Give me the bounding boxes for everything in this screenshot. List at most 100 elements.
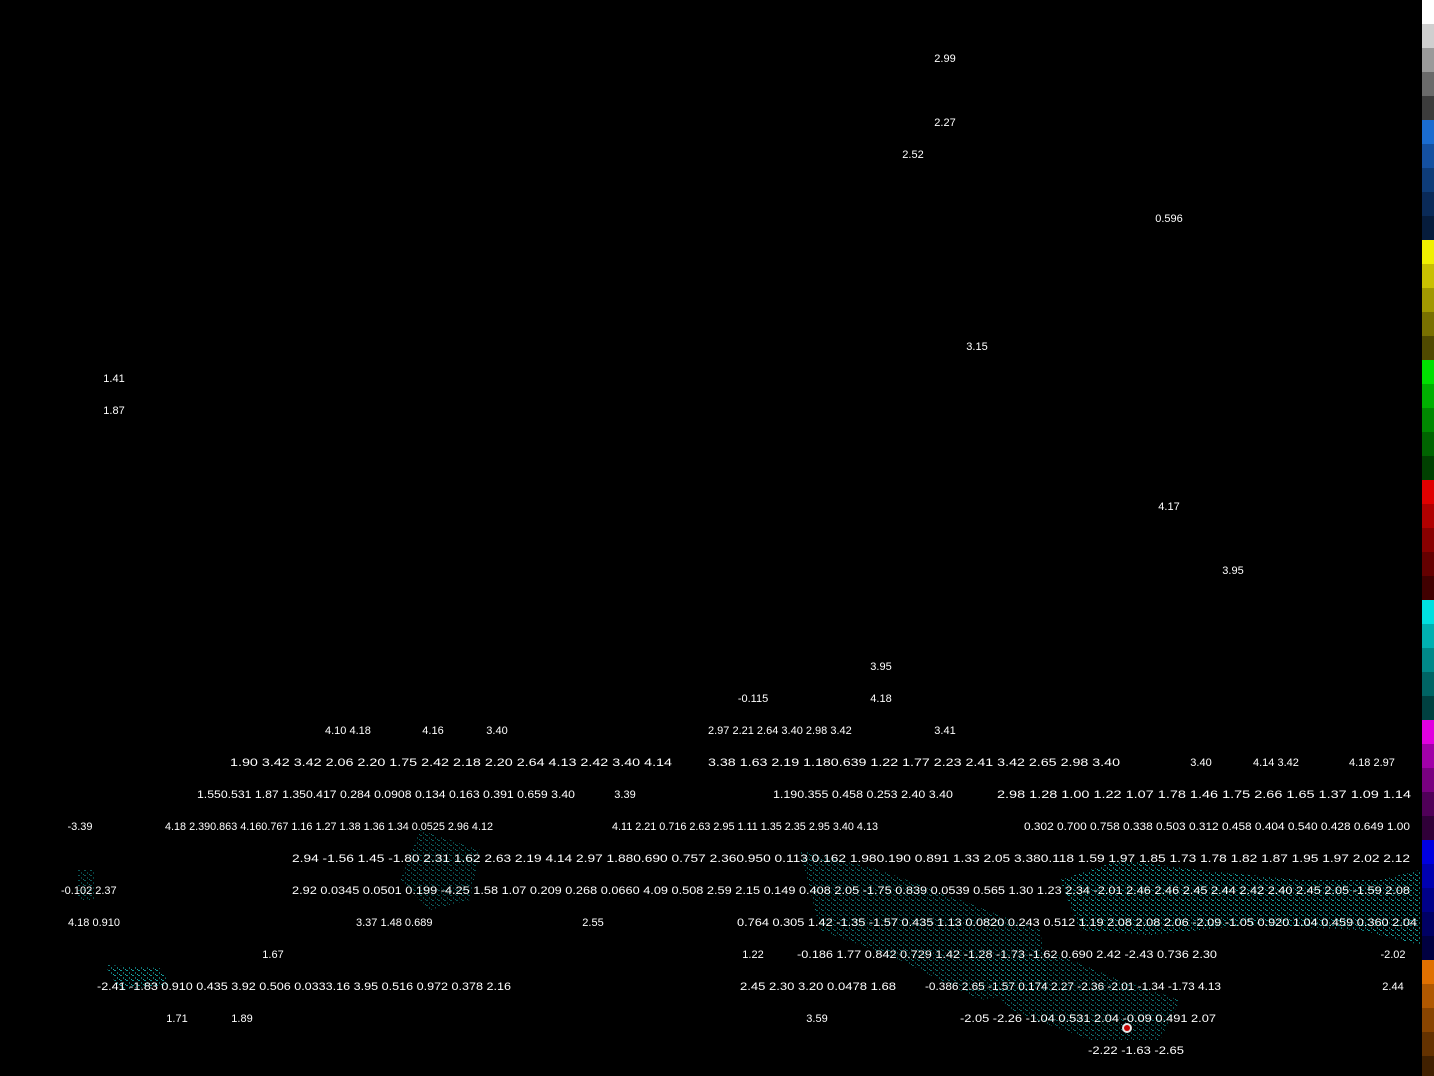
value-label: 0.596 <box>1155 213 1183 225</box>
scale-swatch <box>1422 1008 1434 1032</box>
scale-swatch <box>1422 48 1434 72</box>
value-label: 1.87 <box>103 405 124 417</box>
scale-swatch <box>1422 816 1434 840</box>
scale-swatch <box>1422 456 1434 480</box>
value-label: 2.99 <box>934 53 955 65</box>
scale-swatch <box>1422 480 1434 504</box>
value-label: 4.18 2.97 <box>1349 757 1395 769</box>
value-label: 4.18 0.910 <box>68 917 120 929</box>
scale-swatch <box>1422 1032 1434 1056</box>
value-label: 2.27 <box>934 117 955 129</box>
scale-swatch <box>1422 600 1434 624</box>
scale-swatch <box>1422 0 1434 24</box>
scale-swatch <box>1422 432 1434 456</box>
value-label: 1.67 <box>262 949 283 961</box>
scale-swatch <box>1422 408 1434 432</box>
scale-swatch <box>1422 864 1434 888</box>
scale-swatch <box>1422 240 1434 264</box>
value-label: -0.115 <box>738 693 768 705</box>
value-label: -3.39 <box>67 821 92 833</box>
scale-swatch <box>1422 696 1434 720</box>
value-label: 1.550.531 1.87 1.350.417 0.284 0.0908 0.… <box>197 789 575 801</box>
value-label: 3.40 <box>486 725 507 737</box>
radar-clutter <box>78 830 1420 1040</box>
scale-swatch <box>1422 504 1434 528</box>
value-label: 0.764 0.305 1.42 -1.35 -1.57 0.435 1.13 … <box>737 917 1417 929</box>
value-label: 4.18 2.390.863 4.160.767 1.16 1.27 1.38 … <box>165 821 493 833</box>
value-label: 3.41 <box>934 725 955 737</box>
value-label: 3.95 <box>870 661 891 673</box>
echo-area <box>970 955 1180 1040</box>
value-label: 2.55 <box>582 917 603 929</box>
scale-swatch <box>1422 912 1434 936</box>
value-label: 3.15 <box>966 341 987 353</box>
value-label: 2.45 2.30 3.20 0.0478 1.68 <box>740 981 896 993</box>
value-label: 3.38 1.63 2.19 1.180.639 1.22 1.77 2.23 … <box>708 757 1120 769</box>
value-label: 4.10 4.18 <box>325 725 371 737</box>
value-label: 1.90 3.42 3.42 2.06 2.20 1.75 2.42 2.18 … <box>230 757 672 769</box>
value-label: -0.102 2.37 <box>61 885 117 897</box>
value-label: -2.22 -1.63 -2.65 <box>1088 1045 1184 1057</box>
value-label: 4.11 2.21 0.716 2.63 2.95 1.11 1.35 2.35… <box>612 821 878 833</box>
scale-swatch <box>1422 672 1434 696</box>
value-label: 1.89 <box>231 1013 252 1025</box>
scale-swatch <box>1422 120 1434 144</box>
scale-swatch <box>1422 792 1434 816</box>
value-label: 1.41 <box>103 373 124 385</box>
scale-swatch <box>1422 768 1434 792</box>
value-label: 3.59 <box>806 1013 827 1025</box>
echo-core <box>1124 1025 1130 1031</box>
value-label: 1.71 <box>166 1013 187 1025</box>
scale-swatch <box>1422 264 1434 288</box>
scale-swatch <box>1422 288 1434 312</box>
scale-swatch <box>1422 168 1434 192</box>
scale-swatch <box>1422 528 1434 552</box>
scale-swatch <box>1422 552 1434 576</box>
scale-swatch <box>1422 384 1434 408</box>
value-label: -2.02 <box>1380 949 1405 961</box>
value-label: 2.97 2.21 2.64 3.40 2.98 3.42 <box>708 725 852 737</box>
scale-swatch <box>1422 960 1434 984</box>
value-label: 0.302 0.700 0.758 0.338 0.503 0.312 0.45… <box>1024 821 1410 833</box>
value-label: 3.40 <box>1190 757 1211 769</box>
scale-swatch <box>1422 336 1434 360</box>
scale-swatch <box>1422 936 1434 960</box>
scale-swatch <box>1422 96 1434 120</box>
value-label: -0.186 1.77 0.842 0.729 1.42 -1.28 -1.73… <box>797 949 1217 961</box>
value-label: 4.16 <box>422 725 443 737</box>
value-label: -0.386 2.65 -1.57 0.174 2.27 -2.36 -2.01… <box>925 981 1221 993</box>
value-label: 2.44 <box>1382 981 1403 993</box>
scale-swatch <box>1422 144 1434 168</box>
value-label: 1.190.355 0.458 0.253 2.40 3.40 <box>773 789 953 801</box>
scale-swatch <box>1422 1056 1434 1076</box>
scale-swatch <box>1422 648 1434 672</box>
scale-swatch <box>1422 72 1434 96</box>
value-label: 3.95 <box>1222 565 1243 577</box>
value-label: -2.05 -2.26 -1.04 0.531 2.04 -0.09 0.491… <box>960 1013 1216 1025</box>
echo-area <box>400 830 480 910</box>
scale-swatch <box>1422 576 1434 600</box>
echo-area <box>105 965 170 990</box>
scale-swatch <box>1422 888 1434 912</box>
scale-swatch <box>1422 720 1434 744</box>
scale-swatch <box>1422 840 1434 864</box>
value-label: -2.41 -1.83 0.910 0.435 3.92 0.506 0.033… <box>97 981 511 993</box>
value-label: 2.98 1.28 1.00 1.22 1.07 1.78 1.46 1.75 … <box>997 789 1411 801</box>
value-label: 2.94 -1.56 1.45 -1.80 2.31 1.62 2.63 2.1… <box>292 853 1410 865</box>
value-label: 2.92 0.0345 0.0501 0.199 -4.25 1.58 1.07… <box>292 885 1410 897</box>
value-label: 3.37 1.48 0.689 <box>356 917 432 929</box>
scale-swatch <box>1422 24 1434 48</box>
value-label: 4.18 <box>870 693 891 705</box>
scale-swatch <box>1422 624 1434 648</box>
color-scale <box>1422 0 1434 1076</box>
echo-area <box>78 870 95 900</box>
value-labels: 2.99 2.27 2.52 0.596 3.15 1.41 1.87 4.17 3.95 3.9… <box>61 53 1417 1057</box>
value-label: 1.22 <box>742 949 763 961</box>
value-label: 4.17 <box>1158 501 1179 513</box>
value-label: 4.14 3.42 <box>1253 757 1299 769</box>
echo-area <box>1060 860 1420 945</box>
scale-swatch <box>1422 312 1434 336</box>
scale-swatch <box>1422 192 1434 216</box>
scale-swatch <box>1422 984 1434 1008</box>
